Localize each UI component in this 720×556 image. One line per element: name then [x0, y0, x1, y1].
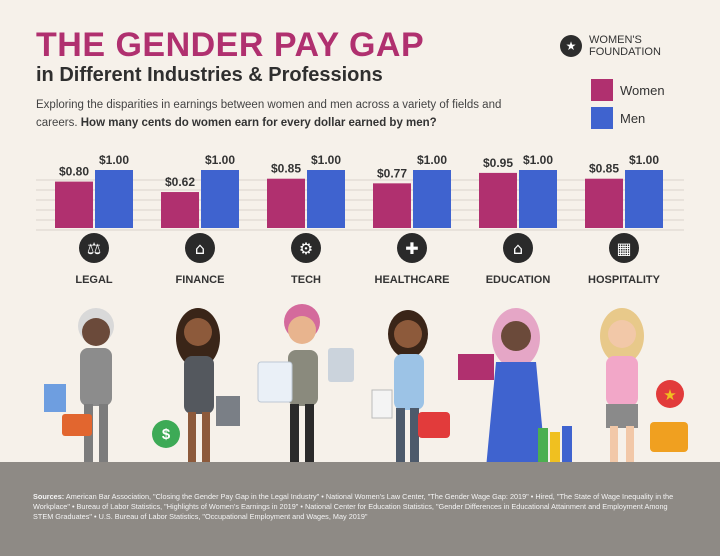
people-illustration: $ ★ — [44, 304, 688, 468]
svg-text:$: $ — [162, 426, 171, 443]
chart-bars — [55, 170, 663, 228]
legend-swatch-women — [591, 79, 613, 101]
svg-text:⌂: ⌂ — [513, 239, 523, 258]
category-label-hospitality: HOSPITALITY — [588, 274, 661, 286]
bar-men-legal — [95, 170, 133, 228]
intro-plain: Exploring the disparities in earnings be… — [36, 99, 502, 129]
bar-men-hospitality — [625, 170, 663, 228]
svg-text:⚙: ⚙ — [299, 239, 313, 258]
logo-text: WOMEN'S FOUNDATION — [589, 34, 661, 58]
bar-men-healthcare — [413, 170, 451, 228]
education-figure — [458, 308, 572, 468]
svg-text:✚: ✚ — [405, 239, 418, 258]
sources-text: Sources: American Bar Association, "Clos… — [33, 492, 683, 522]
legend-label-men: Men — [620, 110, 646, 126]
category-label-finance: FINANCE — [176, 274, 225, 286]
category-label-tech: TECH — [291, 274, 321, 286]
value-label-women: $0.80 — [59, 165, 89, 179]
scales-icon: ⚖ — [79, 233, 109, 263]
value-label-women: $0.85 — [271, 162, 301, 176]
legend-label-women: Women — [620, 82, 665, 98]
bank-icon: ⌂ — [185, 233, 215, 263]
value-label-men: $1.00 — [99, 153, 129, 167]
svg-text:⌂: ⌂ — [195, 239, 205, 258]
intro-question: How many cents do women earn for every d… — [80, 117, 437, 129]
bar-men-education — [519, 170, 557, 228]
page-title: THE GENDER PAY GAP — [36, 26, 425, 64]
category-labels: LEGAL FINANCE TECH HEALTHCARE EDUCATION HOSPI… — [75, 274, 660, 286]
legend-item-women: Women — [591, 79, 665, 101]
value-label-men: $1.00 — [205, 153, 235, 167]
bar-women-tech — [267, 178, 305, 228]
bar-women-education — [479, 172, 517, 228]
svg-text:⚖: ⚖ — [87, 239, 101, 258]
gears-icon: ⚙ — [291, 233, 321, 263]
sources-body: American Bar Association, "Closing the G… — [33, 492, 674, 521]
value-label-men: $1.00 — [523, 153, 553, 167]
legend-item-men: Men — [591, 107, 665, 129]
value-label-men: $1.00 — [311, 153, 341, 167]
hotel-icon: ▦ — [609, 233, 639, 263]
bar-women-legal — [55, 181, 93, 228]
value-label-women: $0.77 — [377, 166, 407, 180]
category-label-legal: LEGAL — [75, 274, 113, 286]
star-icon: ★ — [560, 35, 582, 57]
category-label-healthcare: HEALTHCARE — [375, 274, 450, 286]
bar-men-tech — [307, 170, 345, 228]
value-label-men: $1.00 — [629, 153, 659, 167]
category-label-education: EDUCATION — [486, 274, 551, 286]
value-label-women: $0.95 — [483, 156, 513, 170]
foundation-logo: ★ WOMEN'S FOUNDATION — [560, 34, 669, 58]
value-label-women: $0.85 — [589, 162, 619, 176]
legend-swatch-men — [591, 107, 613, 129]
lawyer-figure — [44, 308, 114, 464]
bar-women-finance — [161, 192, 199, 228]
intro-text: Exploring the disparities in earnings be… — [36, 96, 506, 132]
category-icons: ⚖ ⌂ ⚙ ✚ ⌂ ▦ — [79, 233, 639, 263]
bar-women-hospitality — [585, 178, 623, 228]
chart-value-labels: $0.80 $1.00 $0.62 $1.00 $0.85 $1.00 $0.77 $1.00… — [59, 153, 659, 189]
tech-figure — [257, 304, 354, 466]
healthcare-figure — [371, 310, 450, 466]
hospitality-figure: ★ — [600, 308, 688, 466]
finance-figure: $ — [152, 308, 240, 466]
footer-band — [0, 462, 720, 556]
bar-men-finance — [201, 170, 239, 228]
school-icon: ⌂ — [503, 233, 533, 263]
svg-text:▦: ▦ — [616, 239, 631, 258]
medical-cross-icon: ✚ — [397, 233, 427, 263]
page-subtitle: in Different Industries & Professions — [36, 64, 383, 86]
value-label-women: $0.62 — [165, 175, 195, 189]
bar-women-healthcare — [373, 183, 411, 228]
value-label-men: $1.00 — [417, 153, 447, 167]
legend: Women Men — [591, 79, 665, 135]
svg-text:★: ★ — [663, 386, 676, 404]
sources-label: Sources: — [33, 492, 65, 501]
chart-gridlines — [36, 179, 684, 231]
